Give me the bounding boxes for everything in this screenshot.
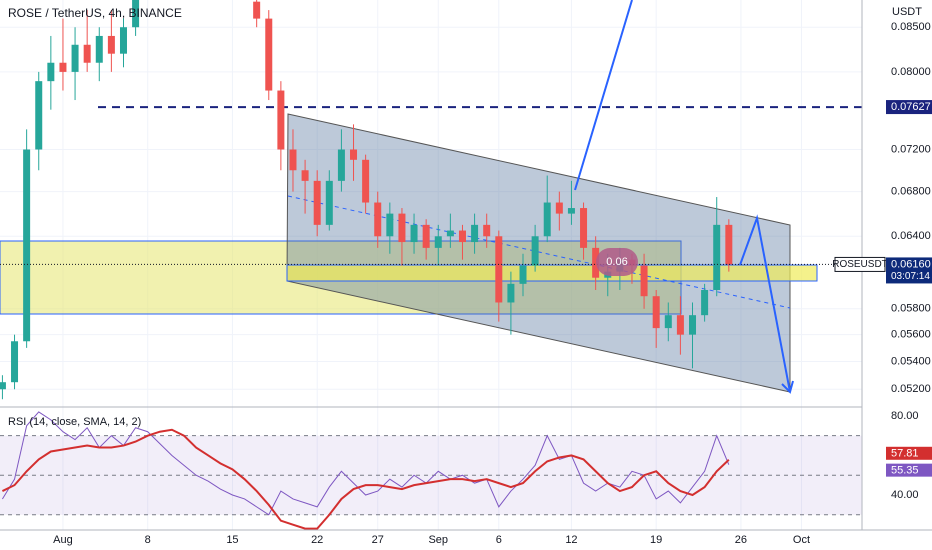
y-tick-label: 0.05400 <box>891 355 931 367</box>
candle-body <box>652 296 660 329</box>
candle-body <box>386 213 394 237</box>
last-price-label: 0.06160 <box>891 258 931 270</box>
candle-body <box>483 224 491 237</box>
candle-body <box>23 149 31 342</box>
symbol-label: ROSEUSDT <box>832 259 888 270</box>
candle-body <box>458 230 466 243</box>
candle-body <box>11 341 19 383</box>
candle-body <box>59 62 67 72</box>
arrow <box>739 214 791 393</box>
candle-body <box>495 236 503 303</box>
y-tick-label: 80.00 <box>891 410 919 422</box>
arrow-head <box>781 380 794 394</box>
candle-body <box>277 90 285 150</box>
candle-body <box>107 35 115 54</box>
y-tick-label: 40.00 <box>891 489 919 501</box>
candle-body <box>580 208 588 248</box>
candle-body <box>640 265 648 297</box>
rsi-line <box>1 428 730 530</box>
candle-body <box>664 315 672 329</box>
x-tick-label: Sep <box>428 534 448 546</box>
value-box <box>886 446 932 460</box>
candle-body <box>265 18 273 91</box>
x-tick-label: 26 <box>735 534 747 546</box>
y-tick-label: 0.08000 <box>891 66 931 78</box>
rsi-pane <box>0 411 862 530</box>
candle-body <box>701 289 709 316</box>
rsi-band <box>0 435 862 515</box>
candle-body <box>337 149 345 181</box>
candle-body <box>35 81 43 150</box>
y-tick-label: 0.07200 <box>891 143 931 155</box>
annotation-pill <box>596 248 638 276</box>
y-tick-label: 0.08500 <box>891 21 931 33</box>
x-tick-label: Oct <box>793 534 810 546</box>
chart-title: ROSE / TetherUS, 4h, BINANCE <box>8 6 182 20</box>
rsi-title: RSI (14, close, SMA, 14, 2) <box>8 416 141 428</box>
candle-body <box>71 44 79 72</box>
price-label: 0.07627 <box>891 101 931 113</box>
annotation: 0.06 <box>606 256 627 268</box>
candle-body <box>543 202 551 237</box>
candle-body <box>350 149 358 160</box>
zone <box>286 264 818 282</box>
candle-body <box>434 236 442 248</box>
candle-body <box>519 265 527 284</box>
candle-body <box>567 208 575 214</box>
axis: Aug 8 15 22 27 Sep 6 12 19 26 Oct 0.08500 0.08000 0.0… <box>53 21 932 546</box>
x-tick-label: 27 <box>372 534 384 546</box>
candle-body <box>313 180 321 225</box>
value-box <box>886 463 932 477</box>
candle-body <box>446 230 454 237</box>
candle-body <box>374 202 382 237</box>
candle-body <box>398 213 406 243</box>
value-label: 55.35 <box>891 465 919 477</box>
candle-body <box>713 224 721 290</box>
channel-mid <box>287 195 791 309</box>
candle-body <box>325 180 333 225</box>
candle-body <box>422 224 430 248</box>
candle-body <box>725 224 733 265</box>
candle-body <box>253 1 261 19</box>
x-tick-label: 15 <box>226 534 238 546</box>
candle-body <box>531 236 539 266</box>
candle-body <box>507 283 515 303</box>
price-label-box <box>886 100 932 115</box>
x-tick-label: Aug <box>53 534 73 546</box>
candle-body <box>362 159 370 203</box>
value-label: 57.81 <box>891 448 919 460</box>
candle-body <box>119 27 127 54</box>
candle-body <box>592 247 600 278</box>
y-tick-label: 0.06400 <box>891 230 931 242</box>
last-price-box <box>886 257 932 284</box>
x-tick-label: 8 <box>145 534 151 546</box>
x-tick-label: 6 <box>496 534 502 546</box>
candle-body <box>132 0 140 28</box>
y-tick-label: 0.06800 <box>891 186 931 198</box>
candle-body <box>0 382 6 390</box>
x-tick-label: 22 <box>311 534 323 546</box>
candle-body <box>47 62 55 82</box>
candle-body <box>301 170 309 181</box>
candle-body <box>83 44 91 63</box>
candle-body <box>555 202 563 214</box>
candle-body <box>410 224 418 243</box>
candle-body <box>471 224 479 243</box>
y-tick-label: 0.05600 <box>891 329 931 341</box>
x-tick-label: 19 <box>650 534 662 546</box>
candle-body <box>676 315 684 335</box>
y-tick-label: 0.05200 <box>891 383 931 395</box>
x-tick-label: 12 <box>565 534 577 546</box>
y-tick-label: 0.05800 <box>891 303 931 315</box>
candle-body <box>289 149 297 171</box>
drawings-front: 0.06 <box>574 0 794 394</box>
candle-body <box>95 35 103 63</box>
candle-body <box>689 315 697 335</box>
symbol-box <box>834 256 886 272</box>
candles <box>0 0 862 400</box>
arrow <box>574 0 633 191</box>
countdown: 03:07:14 <box>891 271 930 282</box>
unit-label: USDT <box>892 6 922 18</box>
